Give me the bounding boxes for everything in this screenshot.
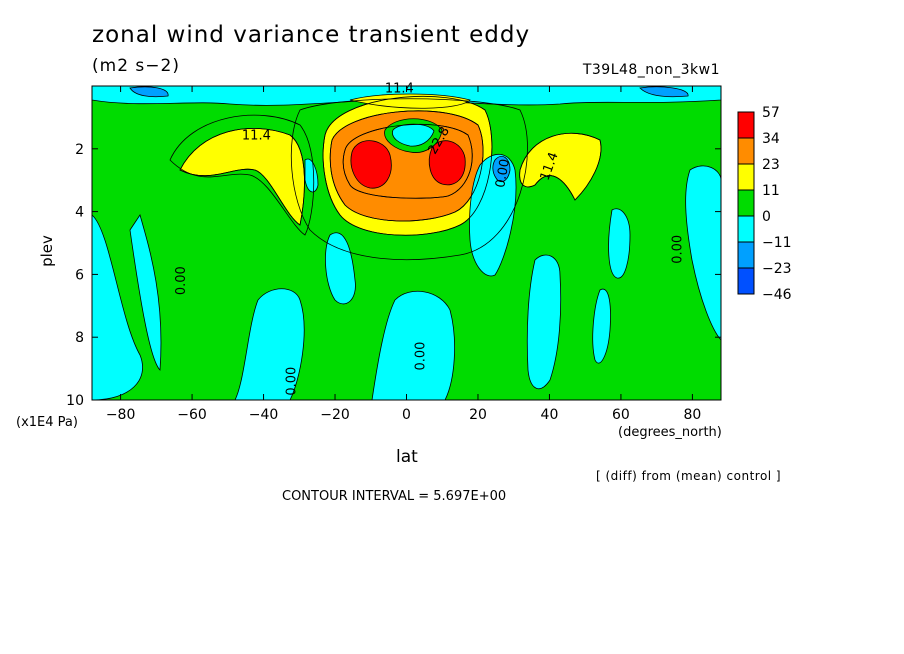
region-nh-lower-negative [592, 288, 611, 364]
region-nh-subtropical-negative [469, 153, 517, 277]
x-tick-label: −40 [249, 407, 279, 423]
contour-label: 0.00 [174, 266, 189, 295]
y-tick-label: 8 [75, 330, 84, 346]
colorbar-swatch [737, 163, 755, 191]
colorbar-swatch [737, 267, 755, 295]
region-sh-polar-negative [92, 214, 143, 400]
contour-label: 0.00 [285, 367, 300, 396]
region-sh-midlat-negative [234, 288, 305, 400]
region-upper-band-positive [349, 93, 471, 109]
x-tick-label: −80 [106, 407, 136, 423]
x-tick-label: 40 [541, 407, 559, 423]
region-upper-band-nh-core [639, 86, 689, 98]
contour-line [169, 114, 315, 236]
region-upper-band-sh-core [129, 86, 169, 98]
contour-label: 11.4 [242, 128, 271, 143]
region-nh-polar-negative [685, 165, 721, 341]
region-nh-subtropical-core [492, 156, 511, 183]
colorbar-label: 34 [762, 131, 780, 147]
colorbar-label: −11 [762, 235, 792, 251]
run-identifier: T39L48_non_3kw1 [582, 62, 720, 78]
x-axis-label: lat [396, 447, 418, 467]
contour-line [342, 123, 473, 199]
contour-label: 11.4 [385, 81, 414, 96]
x-axis-units: (degrees_north) [618, 425, 722, 440]
colorbar-label: 23 [762, 157, 780, 173]
region-sh-midlat-strip-2 [304, 158, 319, 193]
x-tick-label: 80 [683, 407, 701, 423]
y-axis-multiplier: (x1E4 Pa) [16, 415, 78, 430]
region-nh-midlat-negative [526, 254, 562, 390]
contour-label: 0.00 [413, 342, 428, 371]
y-tick-label: 10 [66, 393, 84, 409]
contour-label: 0.00 [493, 158, 513, 189]
region-sh-polar-negative-strip [129, 214, 162, 371]
contour-regions [92, 86, 721, 400]
chart-units: (m2 s−2) [92, 56, 180, 76]
region-equatorial-lower-negative [371, 291, 455, 400]
colorbar-swatch [737, 111, 755, 139]
x-tick-label: −60 [177, 407, 207, 423]
colorbar-swatch [737, 215, 755, 243]
contour-line [179, 128, 305, 226]
colorbar-swatch [737, 189, 755, 217]
colorbar-label: −23 [762, 261, 792, 277]
colorbar-label: 11 [762, 183, 780, 199]
chart-title: zonal wind variance transient eddy [92, 22, 531, 48]
x-tick-label: 60 [612, 407, 630, 423]
y-axis: 2 4 6 8 10 [66, 142, 721, 409]
region-equatorial-max-west [350, 140, 392, 189]
y-tick-label: 4 [75, 205, 84, 221]
contour-label: 0.00 [671, 235, 686, 264]
x-tick-label: 20 [469, 407, 487, 423]
contour-line [322, 96, 493, 236]
region-sh-midlat-strip [325, 232, 356, 305]
y-tick-label: 6 [75, 267, 84, 283]
y-tick-label: 2 [75, 142, 84, 158]
x-axis: −80 −60 −40 −20 0 20 40 60 80 [106, 86, 701, 423]
x-tick-label: −20 [320, 407, 350, 423]
colorbar-swatch [737, 241, 755, 269]
contour-lines [169, 96, 602, 261]
colorbar-label: 0 [762, 209, 771, 225]
contour-interval-label: CONTOUR INTERVAL = 5.697E+00 [282, 489, 507, 504]
contour-line [519, 132, 602, 201]
colorbar-swatch [737, 137, 755, 165]
colorbar-label: 57 [762, 105, 780, 121]
colorbar: 57 34 23 11 0 −11 −23 −46 [737, 105, 792, 303]
colorbar-label: −46 [762, 287, 792, 303]
region-nh-upper-strip [608, 208, 631, 279]
x-tick-label: 0 [402, 407, 411, 423]
contour-line [329, 110, 484, 222]
comparison-note: [ (diff) from (mean) control ] [596, 469, 782, 483]
region-equatorial-max-east [428, 140, 466, 186]
contour-line [290, 98, 528, 261]
